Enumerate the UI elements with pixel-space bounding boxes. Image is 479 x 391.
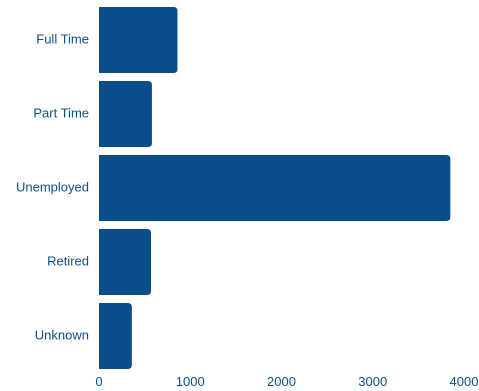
category-label-retired: Retired [47, 253, 89, 268]
bar-unemployed [99, 155, 451, 221]
category-label-part-time: Part Time [33, 105, 89, 120]
x-tick-label-0: 0 [95, 374, 102, 389]
category-labels: Full Time Part Time Unemployed Retired Unkno… [16, 31, 89, 342]
x-tick-label-4000: 4000 [450, 374, 479, 389]
category-label-full-time: Full Time [36, 31, 89, 46]
x-tick-label-3000: 3000 [358, 374, 387, 389]
category-label-unemployed: Unemployed [16, 179, 89, 194]
bars-layer [99, 7, 451, 369]
x-tick-label-1000: 1000 [176, 374, 205, 389]
category-label-unknown: Unknown [35, 327, 89, 342]
x-tick-label-2000: 2000 [267, 374, 296, 389]
bar-retired [99, 229, 152, 295]
bar-part-time [99, 81, 152, 147]
bar-full-time [99, 7, 178, 73]
x-axis-ticks: 0 1000 2000 3000 4000 [95, 374, 478, 389]
bar-unknown [99, 303, 132, 369]
